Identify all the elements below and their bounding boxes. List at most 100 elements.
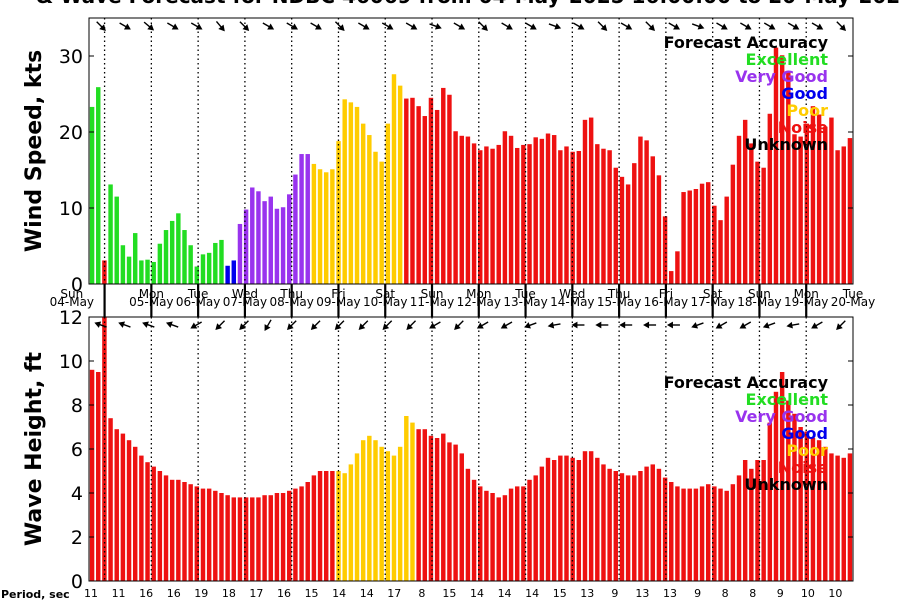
bar-wave-11 — [157, 471, 163, 581]
period-value: 19 — [194, 587, 208, 600]
direction-arrow — [786, 321, 800, 329]
bar-wind-104 — [730, 164, 736, 284]
bar-wind-54 — [422, 116, 428, 284]
direction-arrow — [691, 23, 705, 30]
direction-arrow — [382, 320, 393, 330]
bar-wave-56 — [434, 438, 440, 581]
bar-wind-37 — [317, 169, 323, 284]
bar-wave-57 — [441, 433, 446, 581]
chart-title: & Wave Forecast for NDBC 46069 from 04-M… — [36, 0, 900, 8]
bar-wind-97 — [687, 190, 692, 284]
direction-arrow — [525, 22, 537, 30]
direction-arrow — [787, 22, 800, 30]
period-value: 11 — [112, 587, 126, 600]
y-tick-label: 30 — [59, 46, 83, 68]
bar-wind-36 — [311, 163, 317, 284]
bar-wave-106 — [742, 460, 748, 581]
bar-wave-35 — [305, 482, 310, 581]
direction-arrow — [358, 22, 370, 30]
bar-wave-80 — [582, 451, 588, 581]
bar-wind-38 — [323, 172, 329, 284]
bar-wave-119 — [823, 446, 828, 581]
bar-wind-18 — [200, 254, 206, 284]
bar-wave-60 — [459, 453, 464, 581]
bar-wind-93 — [662, 216, 668, 284]
bar-wind-52 — [410, 97, 415, 284]
bar-wave-33 — [293, 488, 298, 581]
direction-arrow — [836, 21, 847, 31]
direction-arrow — [739, 321, 752, 329]
direction-arrow — [94, 321, 107, 328]
bar-wave-19 — [206, 488, 212, 581]
bar-wind-33 — [293, 174, 298, 284]
bar-wave-6 — [126, 440, 132, 581]
period-value: 17 — [387, 587, 401, 600]
legend-entry-very-good: Very Good — [735, 407, 828, 426]
period-value: 15 — [305, 587, 319, 600]
bar-wind-48 — [385, 123, 391, 284]
wave-direction-arrows — [94, 319, 846, 332]
bar-wave-121 — [835, 455, 840, 581]
bar-wave-75 — [551, 460, 557, 581]
bar-wind-118 — [816, 114, 822, 285]
legend-title: Forecast Accuracy — [664, 33, 829, 52]
direction-arrow — [405, 22, 418, 30]
bar-wave-85 — [613, 471, 619, 581]
wind-direction-arrows — [96, 20, 847, 32]
bar-wave-13 — [169, 479, 175, 581]
bar-wave-15 — [182, 482, 187, 581]
bar-wind-91 — [650, 156, 655, 284]
bar-wind-3 — [108, 184, 113, 284]
bar-wind-15 — [182, 230, 187, 284]
bar-wave-37 — [317, 471, 323, 581]
bar-wave-43 — [354, 453, 360, 581]
bar-wind-106 — [742, 119, 748, 284]
bar-wave-47 — [379, 446, 384, 581]
direction-arrow — [763, 22, 776, 30]
period-value: 8 — [749, 587, 756, 600]
bar-wave-123 — [847, 453, 853, 581]
direction-arrow — [334, 320, 345, 330]
direction-arrow — [811, 22, 824, 30]
bar-wind-5 — [120, 245, 126, 284]
bar-wave-102 — [718, 488, 723, 581]
bar-wind-35 — [305, 154, 310, 284]
bar-wind-66 — [496, 144, 501, 284]
direction-arrow — [142, 321, 155, 328]
bar-wave-5 — [120, 433, 126, 581]
bar-wind-95 — [675, 251, 680, 284]
direction-arrow — [595, 321, 609, 329]
bar-wind-21 — [219, 239, 224, 284]
legend-entry-good: Good — [781, 424, 828, 443]
bar-wind-68 — [508, 135, 514, 284]
bar-wind-79 — [576, 151, 582, 284]
period-value: 15 — [442, 587, 456, 600]
bar-wave-101 — [712, 486, 717, 581]
bar-wind-71 — [527, 144, 532, 284]
bar-wave-17 — [194, 486, 200, 581]
direction-arrow — [619, 321, 633, 329]
bar-wave-74 — [545, 457, 551, 581]
bar-wave-18 — [200, 488, 206, 581]
bar-wave-22 — [225, 495, 230, 581]
bar-wind-113 — [786, 71, 791, 285]
bar-wave-42 — [348, 464, 354, 581]
period-value: 18 — [222, 587, 236, 600]
bar-wind-51 — [404, 98, 409, 284]
bar-wave-97 — [687, 488, 692, 581]
direction-arrow — [571, 321, 585, 329]
bar-wind-76 — [558, 150, 563, 284]
bar-wave-107 — [749, 468, 754, 581]
bar-wave-68 — [508, 488, 514, 581]
bar-wave-73 — [539, 466, 545, 581]
period-value: 8 — [418, 587, 425, 600]
direction-arrow — [310, 22, 322, 30]
bar-wind-28 — [262, 201, 267, 284]
bar-wave-104 — [730, 484, 736, 581]
bar-wave-44 — [360, 440, 366, 581]
period-value: 9 — [694, 587, 701, 600]
legend-entry-very-good: Very Good — [735, 67, 828, 86]
bar-wind-39 — [330, 169, 335, 284]
bar-wind-19 — [206, 252, 212, 284]
bar-wind-122 — [841, 146, 846, 284]
